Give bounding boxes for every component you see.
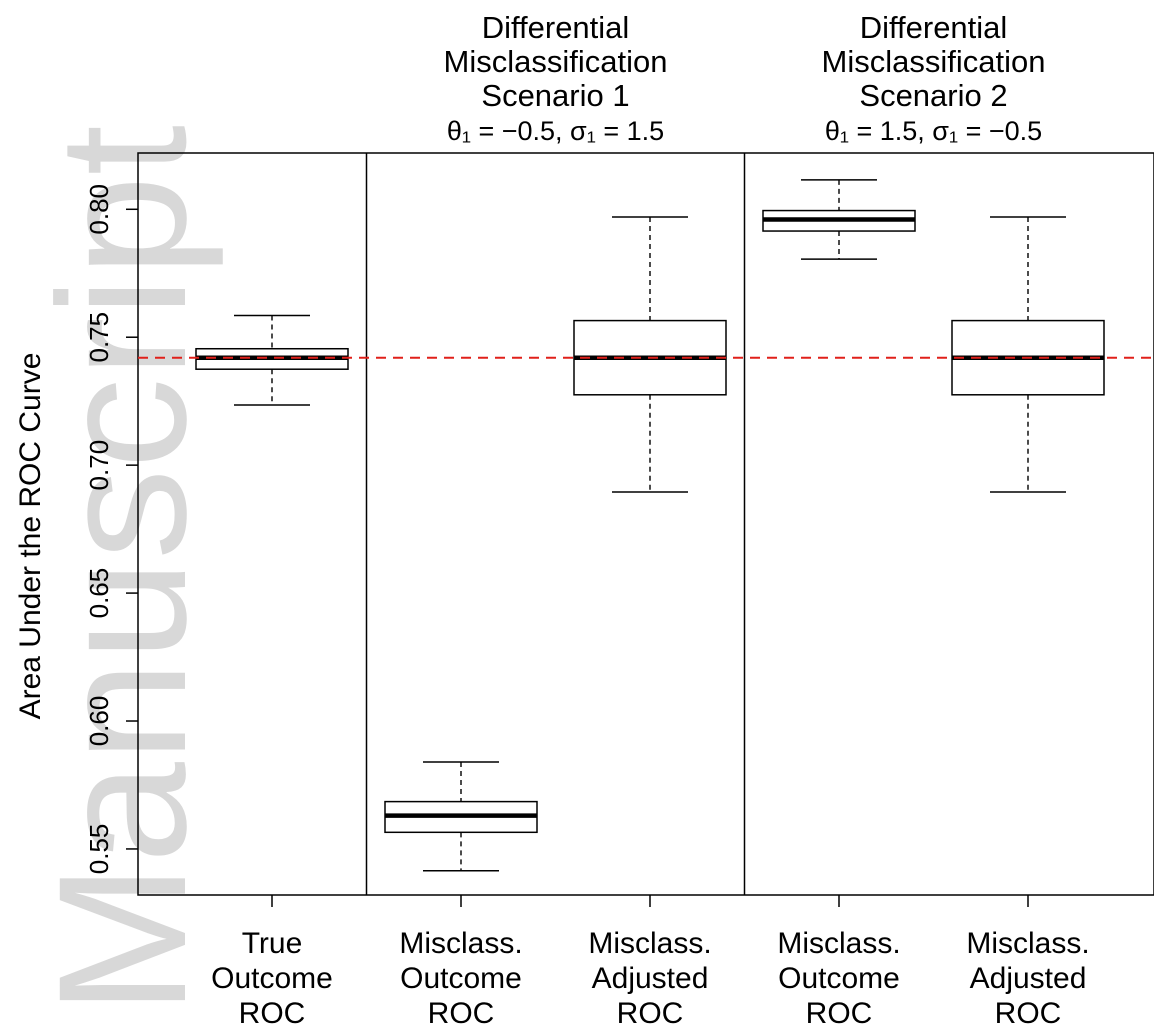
y-axis-title: Area Under the ROC Curve	[14, 353, 47, 720]
watermark: Manuscript	[20, 125, 224, 1015]
x-tick-label: Misclass.	[588, 927, 711, 960]
plot-layer: 0.55 0.60 0.65 0.70 0.75 0.80 Area Under the R…	[14, 10, 1154, 1028]
y-tick-label: 0.55	[84, 824, 114, 875]
x-tick-label: Outcome	[778, 962, 900, 995]
x-tick-label: Misclass.	[399, 927, 522, 960]
x-tick-label: True	[242, 927, 303, 960]
panel-header-params: θ₁ = −0.5, σ₁ = 1.5	[447, 116, 664, 146]
panel-header-line: Scenario 2	[859, 78, 1007, 113]
panel-header-line: Differential	[860, 10, 1008, 45]
x-tick-label: ROC	[428, 997, 495, 1028]
x-tick-label: ROC	[239, 997, 306, 1028]
y-tick-label: 0.65	[84, 568, 114, 619]
x-tick-label: ROC	[995, 997, 1062, 1028]
panel-header-line: Misclassification	[822, 44, 1046, 79]
y-tick-label: 0.80	[84, 184, 114, 235]
plot-frame	[137, 152, 1154, 896]
x-tick-label: Adjusted	[592, 962, 709, 995]
y-tick-label: 0.70	[84, 440, 114, 491]
x-tick-label: ROC	[617, 997, 684, 1028]
x-tick-label: Outcome	[400, 962, 522, 995]
x-tick-label: Adjusted	[970, 962, 1087, 995]
x-tick-label: ROC	[806, 997, 873, 1028]
y-tick-label: 0.75	[84, 312, 114, 363]
panel-header-line: Scenario 1	[481, 78, 629, 113]
x-tick-label: Outcome	[211, 962, 333, 995]
panel-header-line: Misclassification	[444, 44, 668, 79]
panel-header-line: Differential	[482, 10, 630, 45]
x-tick-label: Misclass.	[966, 927, 1089, 960]
y-tick-label: 0.60	[84, 696, 114, 747]
x-tick-label: Misclass.	[777, 927, 900, 960]
panel-header-params: θ₁ = 1.5, σ₁ = −0.5	[825, 116, 1042, 146]
